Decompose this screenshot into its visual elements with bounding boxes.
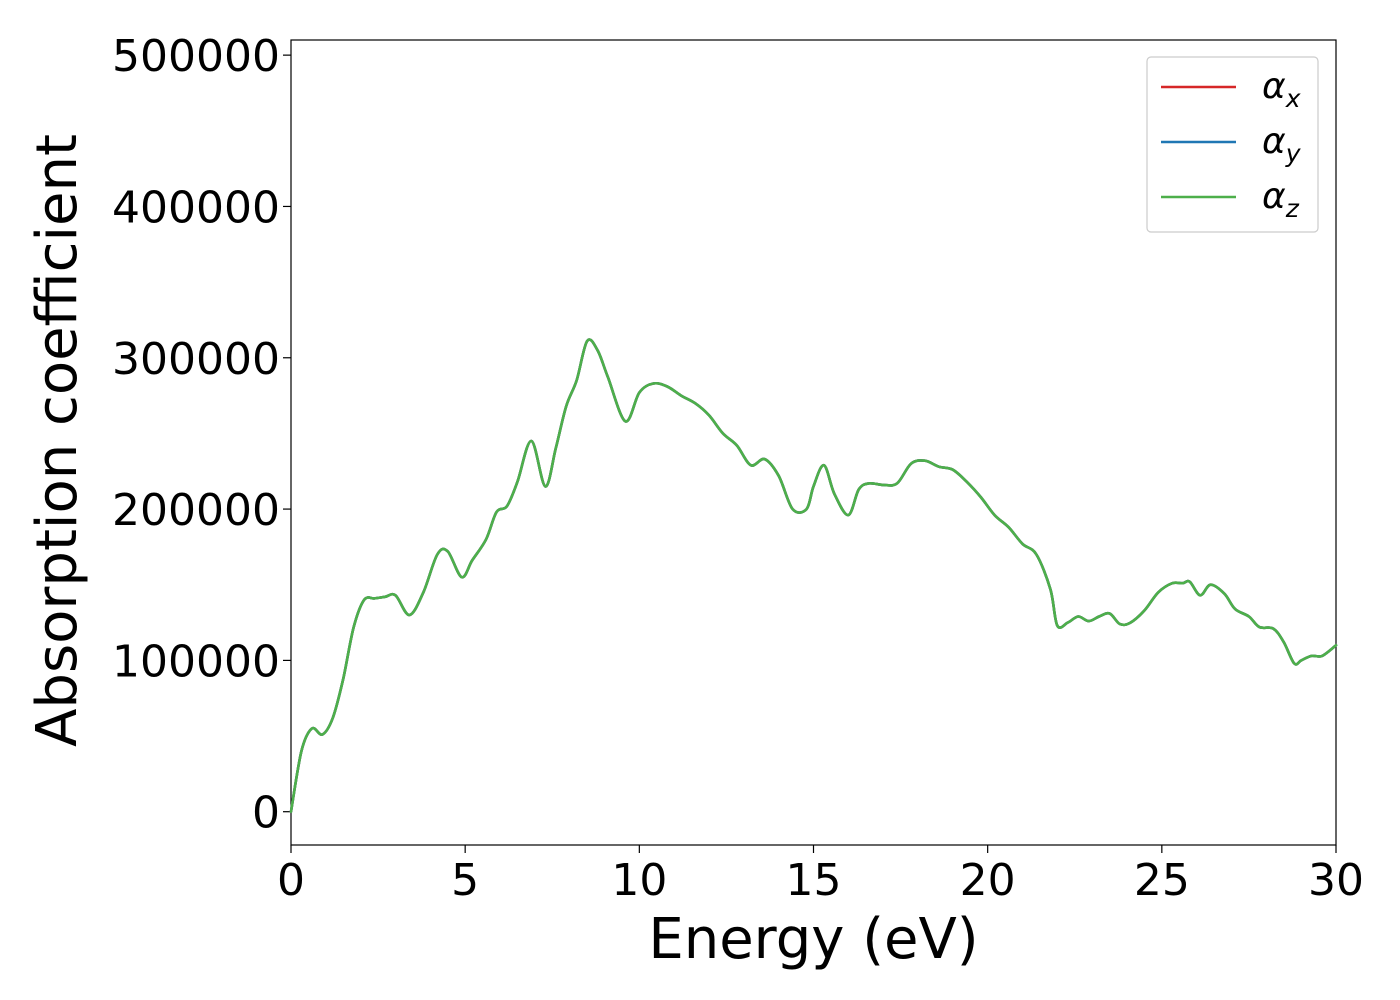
legend-label: αy xyxy=(1262,121,1302,168)
y-tick-label: 500000 xyxy=(112,31,280,82)
y-tick-label: 0 xyxy=(252,788,280,839)
y-tick-label: 200000 xyxy=(112,485,280,536)
x-tick-label: 0 xyxy=(277,855,305,906)
legend-label: αx xyxy=(1262,66,1301,113)
series-lines xyxy=(289,338,1338,813)
x-tick-label: 20 xyxy=(960,855,1016,906)
x-tick-label: 25 xyxy=(1134,855,1190,906)
legend-box xyxy=(1146,56,1319,233)
x-tick-label: 15 xyxy=(786,855,842,906)
x-tick-label: 10 xyxy=(611,855,667,906)
legend: αx αy αz xyxy=(1146,56,1319,233)
x-tick-label: 5 xyxy=(451,855,479,906)
series-line-3 xyxy=(289,338,1338,813)
y-tick-label: 100000 xyxy=(112,636,280,687)
axis-ticks: 0 5 10 15 20 25 30 0 100000 200000 300000 400000 500… xyxy=(112,31,1364,906)
x-axis-label: Energy (eV) xyxy=(648,907,978,972)
legend-label: αz xyxy=(1262,176,1300,223)
y-axis-label: Absorption coefficient xyxy=(25,134,90,747)
x-tick-label: 30 xyxy=(1308,855,1364,906)
y-tick-label: 400000 xyxy=(112,182,280,233)
y-tick-label: 300000 xyxy=(112,334,280,385)
